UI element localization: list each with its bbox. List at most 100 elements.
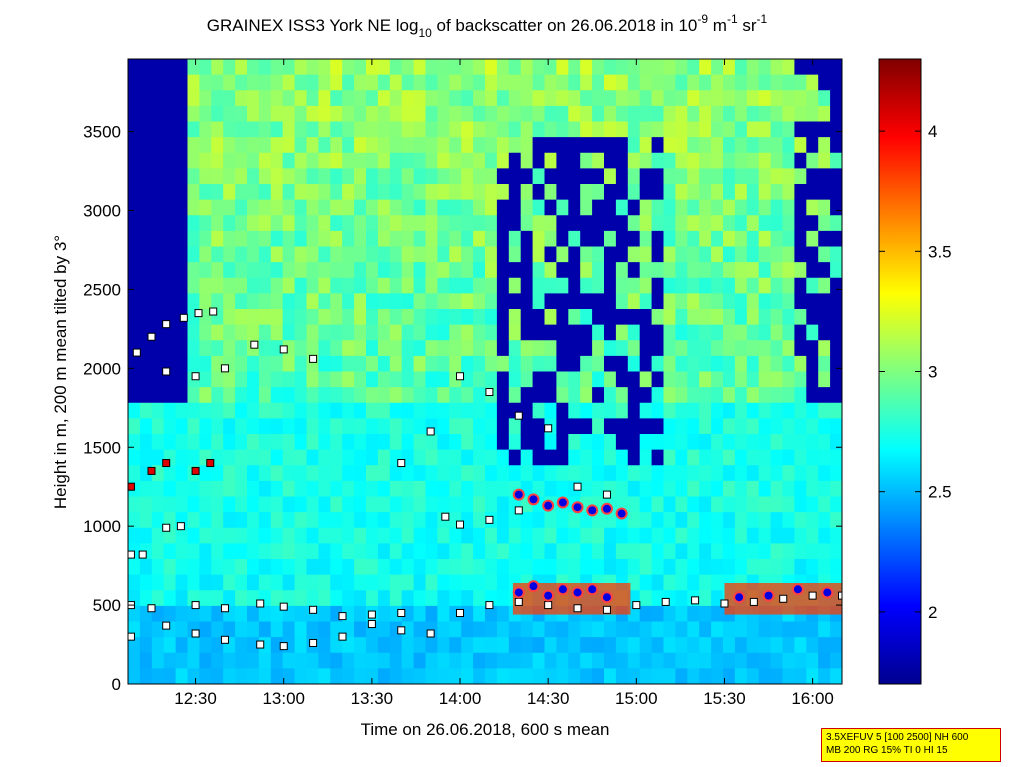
heatmap-cell bbox=[615, 152, 629, 169]
heatmap-cell bbox=[699, 496, 712, 513]
heatmap-cell bbox=[175, 465, 189, 482]
heatmap-cell bbox=[544, 559, 557, 576]
heatmap-cell bbox=[604, 355, 617, 373]
heatmap-cell bbox=[508, 137, 522, 154]
heatmap-cell bbox=[675, 168, 688, 185]
heatmap-cell bbox=[604, 637, 617, 654]
heatmap-cell bbox=[818, 559, 831, 576]
heatmap-cell bbox=[723, 246, 736, 263]
heatmap-cell bbox=[806, 137, 819, 154]
heatmap-cell bbox=[461, 652, 474, 669]
heatmap-cell bbox=[366, 199, 379, 216]
heatmap-plot-area bbox=[127, 58, 843, 685]
heatmap-cell bbox=[675, 637, 688, 654]
detection-point bbox=[556, 496, 569, 509]
heatmap-cell bbox=[151, 387, 165, 404]
heatmap-cell bbox=[758, 137, 772, 154]
heatmap-cell bbox=[211, 277, 224, 294]
heatmap-cell bbox=[461, 215, 474, 232]
heatmap-cell bbox=[496, 652, 510, 669]
heatmap-cell bbox=[604, 324, 617, 341]
heatmap-cell bbox=[568, 74, 581, 91]
heatmap-cell bbox=[687, 152, 700, 169]
heatmap-cell bbox=[639, 59, 653, 76]
y-tick-label: 500 bbox=[93, 596, 121, 615]
heatmap-cell bbox=[592, 402, 605, 419]
heatmap-cell bbox=[651, 574, 665, 591]
heatmap-cell bbox=[354, 168, 367, 185]
heatmap-cell bbox=[366, 668, 379, 684]
heatmap-cell bbox=[734, 652, 748, 669]
heatmap-cell bbox=[604, 652, 617, 669]
heatmap-cell bbox=[627, 59, 641, 76]
heatmap-cell bbox=[639, 215, 653, 232]
heatmap-cell bbox=[639, 152, 653, 169]
heatmap-cell bbox=[306, 309, 319, 326]
heatmap-cell bbox=[449, 590, 462, 607]
heatmap-cell bbox=[675, 246, 688, 263]
heatmap-cell bbox=[247, 277, 260, 294]
heatmap-cell bbox=[461, 59, 474, 76]
heatmap-cell bbox=[806, 277, 819, 294]
heatmap-cell bbox=[128, 262, 141, 279]
heatmap-cell bbox=[473, 246, 486, 263]
heatmap-cell bbox=[746, 434, 760, 451]
detection-square bbox=[367, 610, 376, 619]
heatmap-cell bbox=[770, 230, 784, 248]
heatmap-cell bbox=[187, 262, 200, 279]
heatmap-cell bbox=[508, 543, 522, 560]
heatmap-cell bbox=[830, 621, 842, 638]
detection-square bbox=[632, 601, 641, 610]
heatmap-cell bbox=[151, 434, 165, 451]
heatmap-cell bbox=[770, 340, 784, 357]
heatmap-cell bbox=[151, 512, 165, 529]
heatmap-cell bbox=[413, 121, 427, 138]
heatmap-cell bbox=[139, 559, 153, 576]
heatmap-cell bbox=[675, 512, 688, 529]
heatmap-cell bbox=[294, 574, 308, 591]
heatmap-cell bbox=[187, 184, 200, 201]
heatmap-cell bbox=[163, 527, 177, 544]
heatmap-cell bbox=[425, 59, 438, 76]
heatmap-cell bbox=[413, 402, 427, 419]
heatmap-cell bbox=[354, 418, 367, 435]
heatmap-cell bbox=[651, 559, 665, 576]
heatmap-cell bbox=[830, 449, 842, 466]
heatmap-cell bbox=[544, 246, 557, 263]
heatmap-cell bbox=[485, 418, 498, 435]
heatmap-cell bbox=[235, 668, 248, 684]
detection-square bbox=[191, 629, 200, 638]
heatmap-cell bbox=[794, 105, 807, 123]
heatmap-cell bbox=[615, 621, 629, 638]
heatmap-cell bbox=[235, 309, 248, 326]
heatmap-cell bbox=[758, 621, 772, 638]
heatmap-cell bbox=[211, 215, 224, 232]
heatmap-cell bbox=[175, 59, 189, 76]
heatmap-cell bbox=[746, 543, 760, 560]
heatmap-cell bbox=[723, 480, 736, 498]
heatmap-cell bbox=[699, 293, 712, 310]
heatmap-cell bbox=[699, 340, 712, 357]
heatmap-cell bbox=[473, 590, 486, 607]
heatmap-cell bbox=[330, 387, 343, 404]
heatmap-cell bbox=[401, 637, 415, 654]
heatmap-cell bbox=[175, 168, 189, 185]
heatmap-cell bbox=[449, 293, 462, 310]
heatmap-cell bbox=[520, 152, 534, 169]
heatmap-cell bbox=[675, 559, 688, 576]
heatmap-cell bbox=[592, 340, 605, 357]
heatmap-cell bbox=[675, 574, 688, 591]
heatmap-cell bbox=[247, 387, 260, 404]
heatmap-cell bbox=[235, 215, 248, 232]
heatmap-cell bbox=[139, 105, 153, 123]
heatmap-cell bbox=[330, 512, 343, 529]
heatmap-cell bbox=[377, 230, 391, 248]
heatmap-cell bbox=[366, 74, 379, 91]
heatmap-cell bbox=[128, 105, 141, 123]
heatmap-cell bbox=[806, 152, 819, 169]
heatmap-cell bbox=[496, 371, 510, 388]
heatmap-cell bbox=[758, 230, 772, 248]
heatmap-cell bbox=[211, 168, 224, 185]
heatmap-cell bbox=[723, 402, 736, 419]
